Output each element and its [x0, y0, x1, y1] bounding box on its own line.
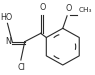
Text: O: O: [40, 3, 46, 12]
Text: Cl: Cl: [17, 62, 25, 71]
Text: N: N: [6, 37, 11, 46]
Text: HO: HO: [0, 13, 13, 22]
Text: O: O: [66, 4, 72, 13]
Text: CH₃: CH₃: [79, 7, 92, 13]
